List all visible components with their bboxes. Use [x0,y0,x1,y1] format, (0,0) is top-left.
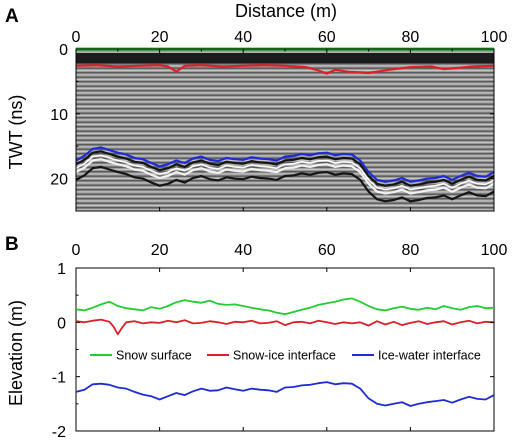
y-tick-label: -2 [52,424,66,440]
x-tick-label: 20 [151,242,169,259]
x-tick-label: 100 [481,242,508,259]
reflection-band [75,154,495,191]
series-line-snow-ice-interface [75,318,495,336]
panel-b-ylabel: Elevation (m) [6,300,26,406]
legend: Snow surface Snow-ice interface Ice-water … [90,349,481,363]
panel-a-plot: 0 20 40 60 80 100 0 10 20 [50,29,508,212]
radargram-reflections [75,52,495,203]
panel-a-letter: A [5,6,19,27]
y-tick-label: 0 [59,42,68,59]
reflection-band [75,150,495,187]
series-line-ice-water-interface [75,381,495,407]
near-surface-band [76,52,494,64]
panel-b-letter: B [5,234,19,255]
x-tick-label: 0 [72,29,81,46]
legend-label-snow-ice-interface: Snow-ice interface [233,349,336,363]
x-tick-label: 40 [234,29,252,46]
legend-label-snow-surface: Snow surface [116,349,192,363]
series-line-snow-surface [75,297,495,316]
panel-b-x-ticks: 0 20 40 60 80 100 [72,242,508,431]
reflection-band [75,158,495,195]
horizon-line-2 [75,64,495,75]
reflection-band [75,165,495,203]
panel-a-x-ticks: 0 20 40 60 80 100 [72,29,508,211]
panel-a-y-ticks: 0 10 20 [50,42,494,212]
legend-label-ice-water-interface: Ice-water interface [378,349,481,363]
y-tick-label: 20 [50,172,68,189]
y-tick-label: 1 [57,261,66,278]
y-tick-label: 10 [50,107,68,124]
x-tick-label: 80 [402,242,420,259]
panel-b-frame [75,267,495,432]
panel-b-y-ticks: 1 0 -1 -2 [52,261,494,440]
x-tick-label: 20 [151,29,169,46]
x-tick-label: 0 [72,242,81,259]
panel-a-xlabel: Distance (m) [235,1,337,21]
x-tick-label: 60 [318,29,336,46]
panel-a-ylabel: TWT (ns) [6,95,26,170]
y-tick-label: 0 [57,315,66,332]
x-tick-label: 40 [234,242,252,259]
horizon-line-3 [75,146,495,183]
y-tick-label: -1 [52,370,66,387]
panel-b-series [75,297,495,407]
x-tick-label: 100 [481,29,508,46]
x-tick-label: 80 [402,29,420,46]
panel-b-plot: 0 20 40 60 80 100 10-1-2 Snow surface Snow-ice… [52,242,508,440]
x-tick-label: 60 [318,242,336,259]
